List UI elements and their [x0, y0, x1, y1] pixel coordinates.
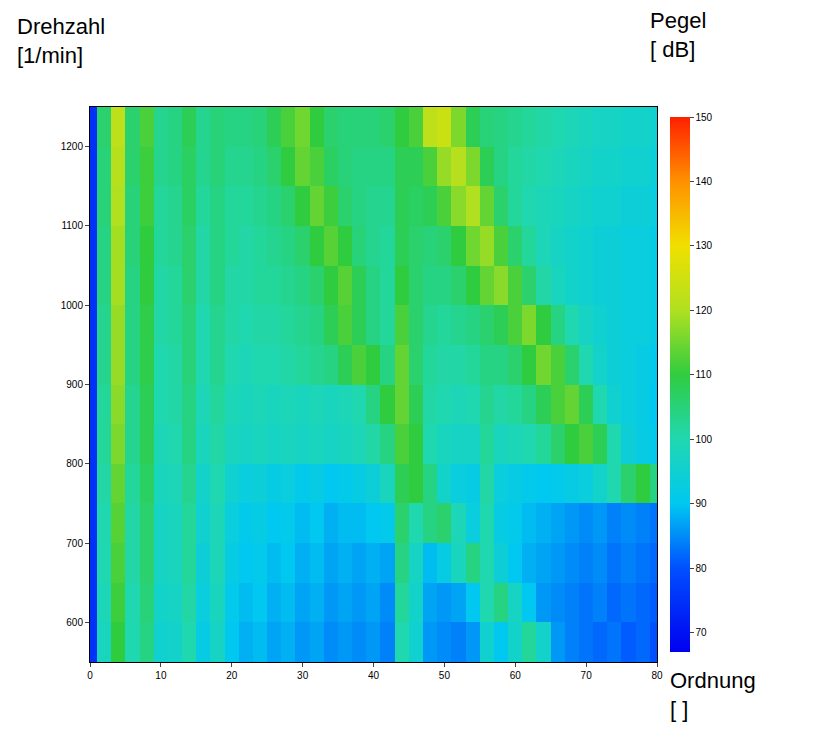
svg-text:40: 40: [368, 670, 380, 681]
svg-text:1200: 1200: [61, 141, 84, 152]
svg-text:900: 900: [66, 379, 83, 390]
svg-text:Pegel[ dB]: Pegel[ dB]: [650, 8, 706, 62]
svg-text:80: 80: [696, 563, 708, 574]
svg-text:70: 70: [581, 670, 593, 681]
svg-text:50: 50: [439, 670, 451, 681]
svg-text:Ordnung[ ]: Ordnung[ ]: [670, 668, 756, 722]
svg-text:30: 30: [297, 670, 309, 681]
svg-text:1000: 1000: [61, 300, 84, 311]
svg-text:120: 120: [696, 305, 713, 316]
svg-text:90: 90: [696, 498, 708, 509]
svg-text:60: 60: [510, 670, 522, 681]
svg-text:0: 0: [87, 670, 93, 681]
svg-text:150: 150: [696, 112, 713, 123]
svg-text:Drehzahl[1/min]: Drehzahl[1/min]: [17, 14, 105, 68]
svg-text:10: 10: [155, 670, 167, 681]
svg-text:20: 20: [226, 670, 238, 681]
svg-text:130: 130: [696, 240, 713, 251]
svg-text:110: 110: [696, 369, 712, 380]
svg-text:700: 700: [66, 538, 83, 549]
svg-text:80: 80: [651, 670, 663, 681]
svg-text:100: 100: [696, 434, 713, 445]
svg-text:1100: 1100: [61, 220, 83, 231]
svg-text:70: 70: [696, 627, 708, 638]
svg-text:600: 600: [66, 617, 83, 628]
svg-text:140: 140: [696, 176, 713, 187]
svg-text:800: 800: [66, 458, 83, 469]
